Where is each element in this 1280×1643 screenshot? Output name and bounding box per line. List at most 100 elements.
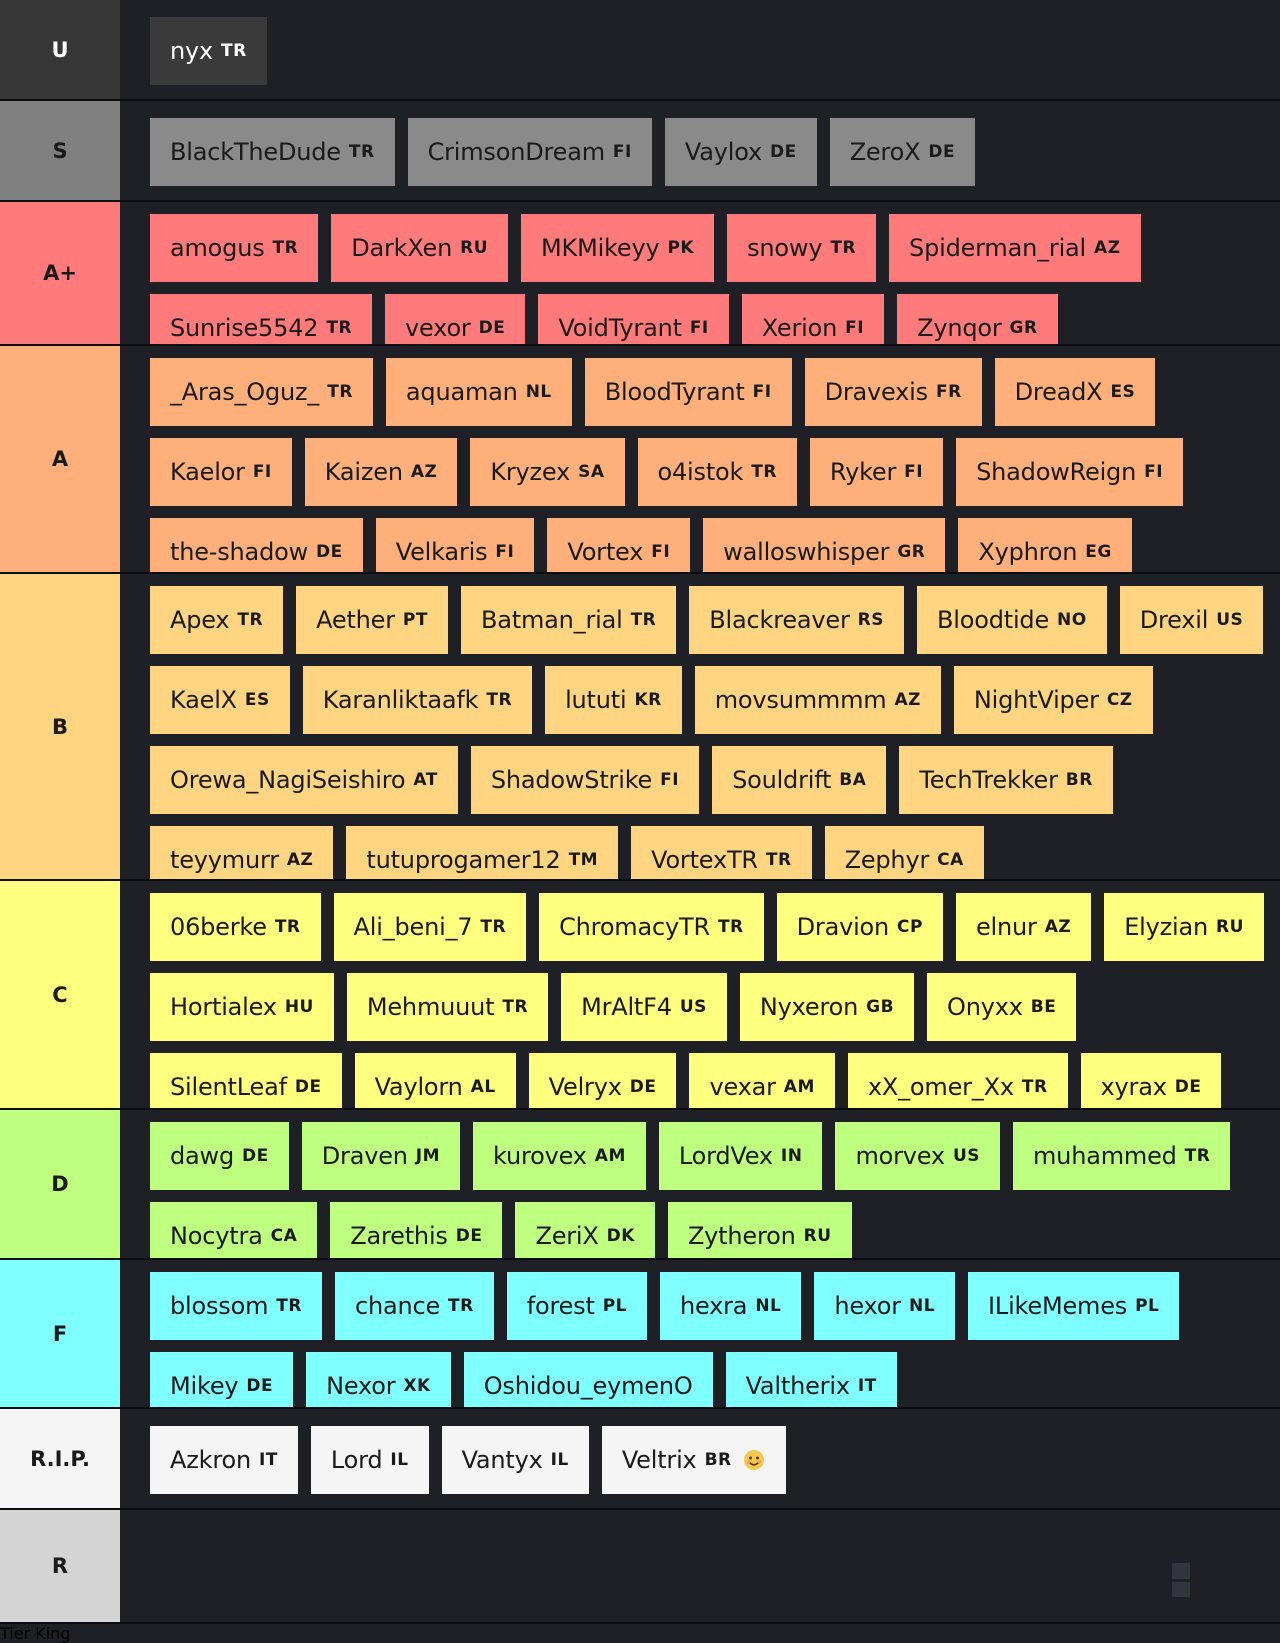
- tier-item[interactable]: Vaylox DE: [664, 118, 817, 186]
- tier-item[interactable]: dawg DE: [150, 1122, 289, 1190]
- tier-item[interactable]: Bloodtide NO: [917, 586, 1107, 654]
- tier-item[interactable]: Sunrise5542 TR: [150, 294, 373, 344]
- tier-item[interactable]: the-shadow DE: [150, 518, 363, 572]
- tier-item[interactable]: Xyphron EG: [958, 518, 1132, 572]
- tier-label[interactable]: A+: [0, 202, 120, 344]
- tier-item[interactable]: blossom TR: [150, 1272, 322, 1340]
- tier-item[interactable]: morvex US: [835, 1122, 1000, 1190]
- tier-item[interactable]: vexar AM: [689, 1053, 835, 1108]
- tier-label[interactable]: S: [0, 101, 120, 200]
- tier-label[interactable]: B: [0, 574, 120, 879]
- tier-item[interactable]: Zynqor GR: [897, 294, 1058, 344]
- tier-item[interactable]: Zephyr CA: [824, 826, 984, 879]
- tier-item[interactable]: Zytheron RU: [667, 1202, 852, 1258]
- tier-item[interactable]: Aether PT: [296, 586, 448, 654]
- tier-label[interactable]: U: [0, 0, 120, 99]
- tier-item[interactable]: Nexor XK: [306, 1352, 451, 1407]
- tier-item[interactable]: BlackTheDude TR: [150, 118, 395, 186]
- tier-item[interactable]: aquaman NL: [385, 358, 572, 426]
- tier-item[interactable]: Zarethis DE: [330, 1202, 503, 1258]
- tier-item[interactable]: Ali_beni_7 TR: [333, 893, 527, 961]
- tier-item[interactable]: ShadowStrike FI: [470, 746, 700, 814]
- tier-item[interactable]: Drexil US: [1119, 586, 1264, 654]
- tier-item[interactable]: KaelX ES: [150, 666, 290, 734]
- tier-label[interactable]: F: [0, 1260, 120, 1407]
- tier-item[interactable]: hexra NL: [659, 1272, 802, 1340]
- tier-item[interactable]: Velkaris FI: [375, 518, 535, 572]
- tier-item[interactable]: Batman_rial TR: [460, 586, 677, 654]
- tier-item[interactable]: ChromacyTR TR: [539, 893, 764, 961]
- tier-item[interactable]: walloswhisper GR: [703, 518, 946, 572]
- tier-label[interactable]: D: [0, 1110, 120, 1258]
- tier-item[interactable]: nyx TR: [150, 17, 267, 85]
- tier-item[interactable]: Souldrift BA: [712, 746, 887, 814]
- tier-item[interactable]: Apex TR: [150, 586, 284, 654]
- tier-item[interactable]: amogus TR: [150, 214, 319, 282]
- tier-item[interactable]: ZeroX DE: [829, 118, 976, 186]
- tier-item[interactable]: SilentLeaf DE: [150, 1053, 342, 1108]
- tier-item[interactable]: Mehmuuut TR: [346, 973, 549, 1041]
- tier-item[interactable]: Elyzian RU: [1104, 893, 1264, 961]
- tier-item[interactable]: Vortex FI: [547, 518, 691, 572]
- tier-item[interactable]: Spiderman_rial AZ: [889, 214, 1141, 282]
- tier-item[interactable]: xyrax DE: [1080, 1053, 1222, 1108]
- tier-item[interactable]: Nocytra CA: [150, 1202, 318, 1258]
- tier-item[interactable]: _Aras_Oguz_ TR: [150, 358, 373, 426]
- tier-item[interactable]: movsummmm AZ: [694, 666, 941, 734]
- tier-item[interactable]: Azkron IT: [150, 1426, 298, 1494]
- tier-item[interactable]: Blackreaver RS: [689, 586, 904, 654]
- tier-item[interactable]: MKMikeyy PK: [521, 214, 715, 282]
- tier-item[interactable]: lututi KR: [545, 666, 682, 734]
- tier-item[interactable]: ShadowReign FI: [956, 438, 1184, 506]
- tier-item[interactable]: 06berke TR: [150, 893, 321, 961]
- tier-item[interactable]: Kaizen AZ: [304, 438, 458, 506]
- tier-item[interactable]: Orewa_NagiSeishiro AT: [150, 746, 458, 814]
- tier-item[interactable]: Veltrix BR: [601, 1426, 786, 1494]
- tier-item[interactable]: Xerion FI: [741, 294, 885, 344]
- tier-label[interactable]: R: [0, 1510, 120, 1622]
- tier-item[interactable]: Dravexis FR: [804, 358, 982, 426]
- tier-item[interactable]: Dravion CP: [776, 893, 943, 961]
- tier-item[interactable]: Ryker FI: [809, 438, 944, 506]
- tier-item[interactable]: Mikey DE: [150, 1352, 294, 1407]
- tier-item[interactable]: Vantyx IL: [441, 1426, 589, 1494]
- tier-item[interactable]: hexor NL: [814, 1272, 956, 1340]
- tier-item[interactable]: LordVex IN: [658, 1122, 823, 1190]
- tier-item[interactable]: BloodTyrant FI: [584, 358, 792, 426]
- tier-item[interactable]: MrAltF4 US: [561, 973, 727, 1041]
- tier-item[interactable]: Kaelor FI: [150, 438, 292, 506]
- tier-item[interactable]: Velryx DE: [528, 1053, 677, 1108]
- tier-item[interactable]: Vaylorn AL: [354, 1053, 516, 1108]
- tier-item[interactable]: elnur AZ: [955, 893, 1092, 961]
- tier-item[interactable]: Oshidou_eymenO: [463, 1352, 713, 1407]
- tier-item[interactable]: CrimsonDream FI: [407, 118, 652, 186]
- tier-item[interactable]: DreadX ES: [994, 358, 1156, 426]
- tier-item[interactable]: teyymurr AZ: [150, 826, 334, 879]
- tier-item[interactable]: Karanliktaafk TR: [302, 666, 533, 734]
- tier-item[interactable]: VoidTyrant FI: [538, 294, 729, 344]
- tier-item[interactable]: muhammed TR: [1013, 1122, 1231, 1190]
- tier-item[interactable]: DarkXen RU: [331, 214, 509, 282]
- tier-label[interactable]: C: [0, 881, 120, 1108]
- tier-item[interactable]: chance TR: [334, 1272, 494, 1340]
- tier-item[interactable]: Hortialex HU: [150, 973, 334, 1041]
- tier-item[interactable]: ZeriX DK: [515, 1202, 655, 1258]
- tier-item[interactable]: Valtherix IT: [725, 1352, 897, 1407]
- tier-item[interactable]: TechTrekker BR: [899, 746, 1113, 814]
- tier-label[interactable]: A: [0, 346, 120, 572]
- tier-item[interactable]: Nyxeron GB: [739, 973, 915, 1041]
- tier-item[interactable]: Onyxx BE: [927, 973, 1077, 1041]
- tier-item[interactable]: snowy TR: [727, 214, 877, 282]
- tier-item[interactable]: Draven JM: [301, 1122, 461, 1190]
- tier-label[interactable]: R.I.P.: [0, 1409, 120, 1508]
- tier-item[interactable]: Lord IL: [310, 1426, 429, 1494]
- tier-item[interactable]: o4istok TR: [637, 438, 797, 506]
- tier-item[interactable]: kurovex AM: [473, 1122, 646, 1190]
- tier-item[interactable]: VortexTR TR: [631, 826, 812, 879]
- tier-item[interactable]: xX_omer_Xx TR: [847, 1053, 1068, 1108]
- tier-item[interactable]: tutuprogamer12 TM: [346, 826, 619, 879]
- tier-item[interactable]: NightViper CZ: [953, 666, 1153, 734]
- tier-item[interactable]: vexor DE: [385, 294, 526, 344]
- tier-item[interactable]: ILikeMemes PL: [968, 1272, 1180, 1340]
- tier-item[interactable]: Kryzex SA: [470, 438, 625, 506]
